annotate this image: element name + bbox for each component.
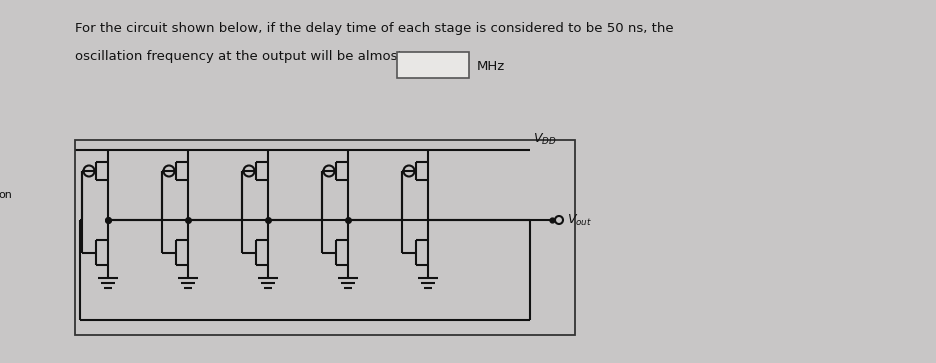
Text: $V_{out}$: $V_{out}$ (566, 212, 592, 228)
Text: MHz: MHz (476, 61, 505, 73)
Bar (397, 52, 469, 78)
Text: oscillation frequency at the output will be almost: oscillation frequency at the output will… (75, 50, 402, 63)
Text: For the circuit shown below, if the delay time of each stage is considered to be: For the circuit shown below, if the dela… (75, 22, 673, 35)
Bar (75, 140, 575, 335)
Text: on: on (0, 190, 12, 200)
Text: $V_{DD}$: $V_{DD}$ (533, 132, 556, 147)
